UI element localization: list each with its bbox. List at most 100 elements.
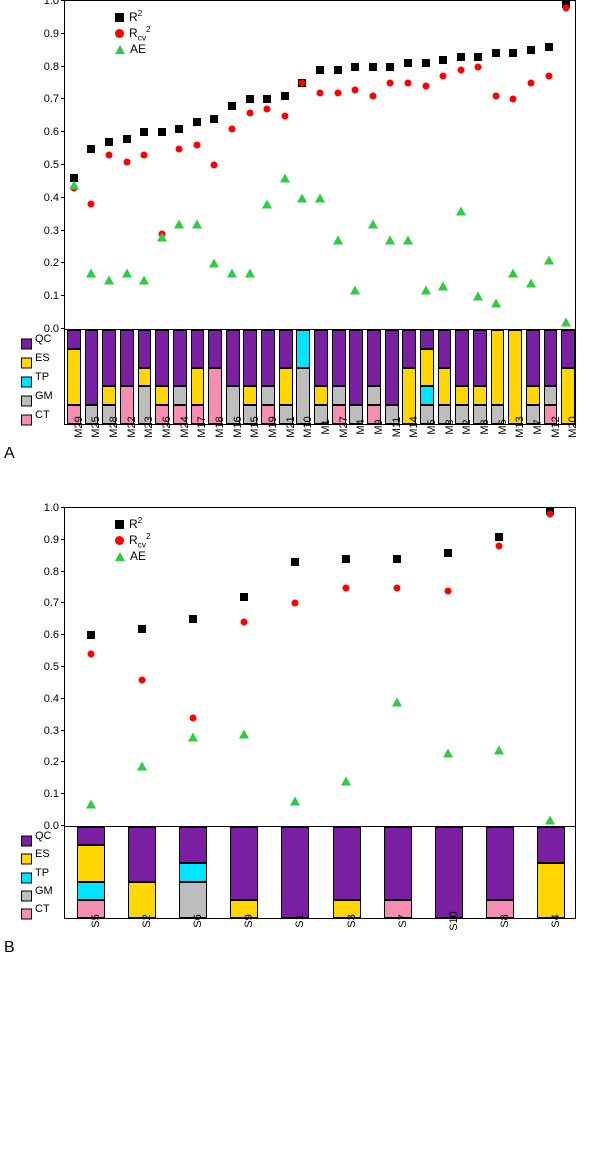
point-ae — [341, 777, 351, 786]
x-tick-label: M22 — [126, 416, 138, 437]
bar-column — [349, 330, 363, 424]
bar-column — [85, 330, 99, 424]
point-rcv2 — [189, 714, 196, 721]
legend-ae: AE — [115, 548, 151, 564]
category-swatch-ct — [21, 908, 32, 919]
point-rcv2 — [193, 142, 200, 149]
y-tick-label: 0.6 — [44, 126, 59, 138]
x-tick-label: M14 — [408, 416, 420, 437]
bar-column — [508, 330, 522, 424]
bar-column — [486, 827, 514, 918]
x-tick-label: M15 — [249, 416, 261, 437]
point-r2 — [351, 63, 359, 71]
point-ae — [122, 269, 132, 278]
point-rcv2 — [393, 584, 400, 591]
bar-segment-qc — [102, 330, 116, 386]
panel-A: 0.00.10.20.30.40.50.60.70.80.91.0R2Rcv2A… — [0, 0, 600, 459]
point-rcv2 — [88, 201, 95, 208]
x-tick-label: M17 — [196, 416, 208, 437]
x-tick-label: S5 — [90, 914, 102, 927]
bar-segment-qc — [85, 330, 99, 405]
bar-segment-qc — [435, 827, 463, 918]
y-tick-label: 0.8 — [44, 566, 59, 578]
bar-segment-gm — [173, 386, 187, 405]
bar-segment-qc — [333, 827, 361, 900]
x-tick-label: M25 — [90, 416, 102, 437]
bar-segment-qc — [226, 330, 240, 386]
bar-segment-es — [128, 882, 156, 918]
legend-rcv2: Rcv2 — [115, 25, 151, 41]
x-tick-label: M3 — [479, 419, 491, 434]
bar-segment-es — [77, 845, 105, 881]
bar-column — [333, 827, 361, 918]
bar-segment-qc — [191, 330, 205, 368]
y-tick-label: 0.2 — [44, 257, 59, 269]
point-r2 — [140, 128, 148, 136]
bar-column — [208, 330, 222, 424]
point-ae — [368, 220, 378, 229]
x-tick-label: M29 — [73, 416, 85, 437]
point-ae — [290, 796, 300, 805]
bar-segment-qc — [128, 827, 156, 882]
x-tick-label: M24 — [179, 416, 191, 437]
bar-column — [438, 330, 452, 424]
point-r2 — [240, 593, 248, 601]
point-r2 — [123, 135, 131, 143]
point-rcv2 — [176, 145, 183, 152]
point-rcv2 — [440, 73, 447, 80]
category-swatch-gm — [21, 890, 32, 901]
point-r2 — [334, 66, 342, 74]
point-ae — [438, 282, 448, 291]
x-tick-label: M18 — [214, 416, 226, 437]
bar-column — [173, 330, 187, 424]
point-ae — [239, 729, 249, 738]
bar-column — [191, 330, 205, 424]
point-rcv2 — [404, 80, 411, 87]
point-r2 — [105, 138, 113, 146]
point-r2 — [457, 53, 465, 61]
stacked-bars-area: QCESTPGMCT — [64, 827, 576, 919]
bar-segment-es — [155, 386, 169, 405]
point-rcv2 — [546, 511, 553, 518]
bar-segment-es — [279, 368, 293, 406]
bar-column — [296, 330, 310, 424]
x-tick-label: M23 — [143, 416, 155, 437]
y-tick-label: 0.7 — [44, 597, 59, 609]
y-tick-label: 0.6 — [44, 629, 59, 641]
bar-column — [243, 330, 257, 424]
point-r2 — [189, 615, 197, 623]
x-tick-label: M9 — [373, 419, 385, 434]
bar-segment-qc — [261, 330, 275, 386]
category-swatch-gm — [21, 395, 32, 406]
point-ae — [403, 236, 413, 245]
point-rcv2 — [105, 152, 112, 159]
x-tick-label: M6 — [497, 419, 509, 434]
point-rcv2 — [211, 162, 218, 169]
point-r2 — [444, 549, 452, 557]
bar-column — [526, 330, 540, 424]
panel-label: A — [4, 445, 15, 463]
bar-column — [473, 330, 487, 424]
y-tick-label: 0.3 — [44, 725, 59, 737]
square-icon — [115, 13, 124, 22]
point-rcv2 — [334, 89, 341, 96]
category-swatch-tp — [21, 872, 32, 883]
y-tick-label: 0.3 — [44, 225, 59, 237]
category-swatch-ct — [21, 414, 32, 425]
bar-column — [138, 330, 152, 424]
bar-column — [561, 330, 575, 424]
bar-segment-qc — [526, 330, 540, 386]
category-swatch-tp — [21, 377, 32, 388]
point-ae — [473, 292, 483, 301]
bar-segment-es — [102, 386, 116, 405]
point-rcv2 — [475, 63, 482, 70]
bar-segment-tp — [179, 863, 207, 881]
point-r2 — [263, 95, 271, 103]
x-tick-label: M11 — [391, 417, 403, 438]
point-r2 — [393, 555, 401, 563]
bar-segment-qc — [537, 827, 565, 863]
point-rcv2 — [545, 73, 552, 80]
bar-segment-qc — [281, 827, 309, 918]
point-rcv2 — [422, 83, 429, 90]
point-rcv2 — [492, 93, 499, 100]
